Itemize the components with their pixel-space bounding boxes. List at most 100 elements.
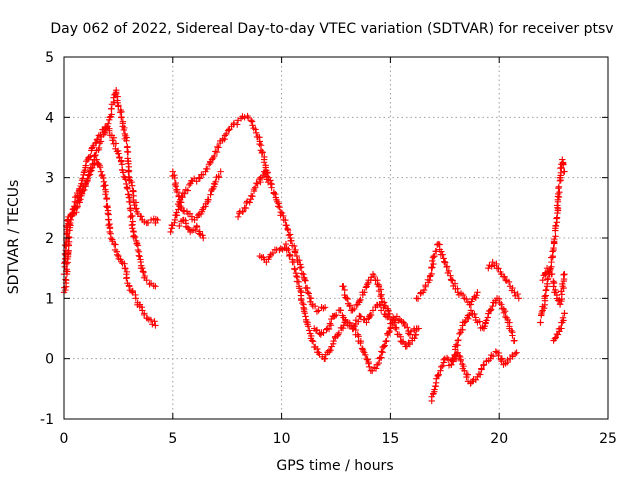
data-point <box>154 216 161 224</box>
data-point <box>290 258 298 266</box>
data-point <box>357 339 364 347</box>
data-point <box>350 305 358 313</box>
data-point <box>129 212 136 220</box>
data-point <box>448 361 455 368</box>
data-point <box>377 301 384 308</box>
data-point <box>305 290 313 297</box>
data-point <box>330 337 337 345</box>
data-point <box>481 323 488 330</box>
data-point <box>223 130 230 138</box>
data-point <box>288 237 295 244</box>
data-point <box>412 331 420 338</box>
data-point <box>67 216 74 224</box>
data-point <box>364 356 371 363</box>
data-point <box>484 314 492 321</box>
data-point <box>463 295 470 303</box>
data-point <box>480 362 487 369</box>
data-point <box>473 292 480 299</box>
data-point <box>309 338 317 345</box>
data-point <box>449 356 457 363</box>
data-point <box>230 119 238 127</box>
data-point <box>396 316 404 324</box>
data-point <box>83 178 90 186</box>
data-point <box>325 325 333 333</box>
data-point <box>104 204 111 211</box>
data-point <box>406 331 414 338</box>
data-point <box>275 203 282 210</box>
data-point <box>167 228 174 236</box>
data-point <box>405 339 412 346</box>
data-point <box>476 318 483 325</box>
data-point <box>118 114 125 121</box>
data-point <box>177 199 185 206</box>
data-point <box>291 249 299 256</box>
data-point <box>205 196 212 204</box>
data-point <box>119 123 126 130</box>
data-point <box>233 121 241 128</box>
data-point <box>141 310 148 317</box>
data-point <box>367 311 375 319</box>
data-point <box>221 132 229 139</box>
data-point <box>467 301 475 308</box>
series-track-6 <box>176 216 207 242</box>
data-point <box>461 319 468 326</box>
data-point <box>129 225 136 232</box>
y-tick-label: 4 <box>45 110 54 126</box>
x-tick-label: 20 <box>490 431 508 447</box>
data-point <box>552 233 559 240</box>
data-point <box>432 382 439 390</box>
data-point <box>407 328 415 335</box>
data-point <box>132 205 140 213</box>
data-point <box>308 337 316 344</box>
data-point <box>501 308 509 315</box>
data-point <box>66 221 73 228</box>
data-point <box>128 178 135 186</box>
data-point <box>256 140 263 148</box>
data-point <box>114 251 121 259</box>
series-track-12 <box>428 348 520 405</box>
data-point <box>175 193 182 200</box>
data-point <box>192 226 199 234</box>
data-point <box>246 199 253 206</box>
data-point <box>550 279 558 287</box>
data-point <box>298 270 306 277</box>
x-tick-label: 15 <box>381 431 399 447</box>
data-point <box>171 174 178 182</box>
data-point <box>139 264 146 272</box>
data-point <box>96 164 104 171</box>
data-point <box>62 276 69 283</box>
data-point <box>239 208 247 215</box>
data-point <box>544 275 552 283</box>
data-point <box>369 307 377 314</box>
data-point <box>65 233 72 241</box>
data-point <box>445 267 453 275</box>
series-track-2 <box>62 123 159 290</box>
data-point <box>369 367 376 375</box>
data-point <box>234 213 242 221</box>
data-point <box>181 190 188 197</box>
data-point <box>203 165 211 173</box>
data-point <box>328 343 335 350</box>
data-point <box>128 222 135 229</box>
data-point <box>550 244 557 252</box>
series-track-16 <box>539 264 568 308</box>
series-track-7 <box>234 168 329 315</box>
data-point <box>541 293 548 300</box>
data-point <box>95 144 103 152</box>
data-point <box>357 313 365 320</box>
data-point <box>312 327 320 334</box>
data-point <box>378 354 385 361</box>
data-point <box>497 356 505 363</box>
data-point <box>116 153 123 161</box>
data-point <box>207 159 214 166</box>
data-point <box>215 172 222 180</box>
data-point <box>291 266 299 273</box>
data-point <box>298 297 305 304</box>
data-point <box>93 136 101 144</box>
data-point <box>123 274 131 281</box>
data-point <box>383 337 390 345</box>
series-track-13 <box>448 295 518 368</box>
y-tick-label: 1 <box>45 291 54 307</box>
